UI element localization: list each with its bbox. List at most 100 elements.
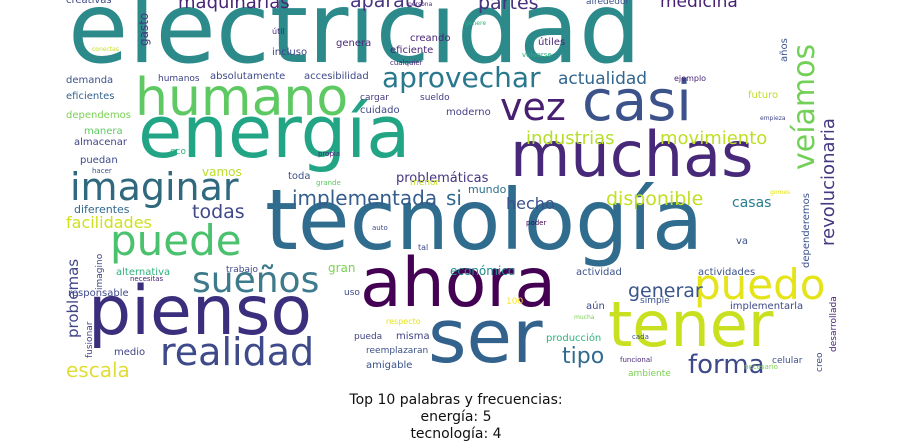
word-96: actividad [576,267,622,278]
word-103: mucha [574,314,595,321]
word-50: demanda [66,75,114,86]
word-42: vamos [202,165,242,179]
word-59: eficiente [390,45,434,56]
word-57: cuidado [360,105,400,116]
word-95: simple [640,296,670,306]
word-16: veíamos [787,43,822,170]
word-83: auto [372,224,388,232]
word-67: gasto [137,12,151,46]
word-77: dependeremos [801,193,812,268]
word-36: casas [732,195,772,211]
word-70: persona [408,1,433,8]
word-55: sueldo [420,93,450,103]
word-19: tipo [562,344,605,369]
word-32: medicina [660,0,738,12]
word-86: va [736,236,749,247]
word-28: revolucionaria [818,118,839,246]
word-97: actividades [698,267,756,278]
word-60: genera [336,38,372,49]
word-79: propia [318,150,341,158]
word-80: hacer [92,167,112,175]
word-46: manera [84,126,123,137]
word-25: industrias [526,128,615,149]
word-48: dependemos [66,110,131,121]
word-56: moderno [446,107,491,118]
word-62: útil [272,27,285,36]
frequency-caption: Top 10 palabras y frecuencias: energía: … [0,392,912,443]
word-100: fusionar [85,321,95,359]
word-92: uso [344,288,360,298]
word-106: reemplazaran [366,346,429,356]
word-90: necesitas [130,275,164,283]
word-26: movimiento [660,128,768,149]
word-38: problemáticas [396,171,489,186]
word-72: años [779,38,790,62]
word-64: útiles [538,37,566,48]
word-51: humanos [158,74,200,84]
caption-title: Top 10 palabras y frecuencias: [349,392,563,408]
word-110: funcional [620,356,653,364]
word-113: necesario [744,363,778,371]
word-93: 100 [506,297,524,307]
word-23: generar [628,280,703,302]
word-101: medio [114,347,146,358]
word-24: disponible [606,188,704,210]
word-8: humano [135,68,349,128]
word-9: casi [582,69,692,134]
word-99: desarrollada [829,296,839,352]
word-94: aún [586,301,605,312]
word-20: escala [66,358,130,382]
word-17: aprovechar [382,61,541,94]
word-108: producción [546,333,602,344]
word-104: pueda [354,332,383,342]
word-43: toda [288,171,311,182]
word-58: creando [410,33,451,44]
word-13: realidad [160,330,315,374]
word-49: eficientes [66,91,115,102]
word-54: cargar [360,93,389,103]
word-11: puedo [694,260,826,309]
word-88: alternativa [116,267,171,278]
word-14: sueños [192,260,320,301]
word-1: energía [138,90,411,174]
word-5: pienso [88,272,313,351]
word-87: imagino [95,253,105,290]
word-112: celular [772,356,803,366]
word-41: gran [328,261,356,275]
word-84: poder [526,219,547,227]
word-2: tecnología [265,171,704,269]
word-21: implementada [292,186,438,210]
word-15: vez [500,85,566,129]
word-52: absolutamente [210,71,286,82]
word-47: almacenar [74,137,128,148]
word-85: tal [418,243,429,252]
word-74: futuro [748,90,779,101]
word-40: económico [450,264,516,278]
word-53: accesibilidad [304,71,369,82]
word-102: respecto [386,317,421,326]
word-4: ahora [360,244,556,323]
word-31: aparato [350,0,424,12]
word-6: ser [428,294,543,380]
word-71: genere [465,20,487,27]
word-3: muchas [510,118,754,191]
word-0: electricidad [68,0,642,86]
word-7: tener [608,288,774,361]
word-68: creativas [66,0,112,6]
word-81: grande [316,179,341,187]
word-78: eco [170,147,186,157]
word-39: mundo [468,183,507,196]
word-33: facilidades [66,213,152,232]
word-75: empieza [760,115,786,122]
word-73: ejemplo [674,74,707,83]
word-44: diferentes [74,203,130,216]
word-105: misma [396,331,430,342]
word-63: cualquier [390,59,423,67]
word-114: creo [815,352,825,373]
word-37: si [446,186,462,210]
word-107: amigable [366,360,413,371]
caption-line-tecnologia: tecnología: 4 [410,426,502,442]
word-98: implementarla [730,301,804,312]
word-27: actualidad [558,69,648,89]
word-22: todas [192,201,245,223]
